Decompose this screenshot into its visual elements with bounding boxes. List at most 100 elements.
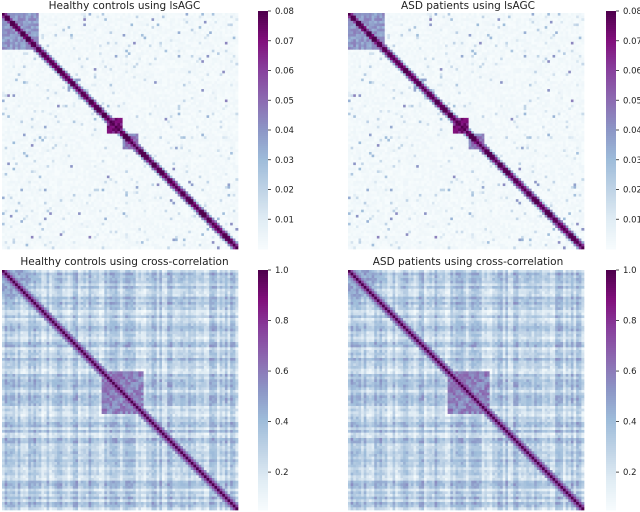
heatmap-cell bbox=[83, 58, 86, 61]
heatmap-cell bbox=[212, 55, 215, 58]
heatmap-cell bbox=[217, 71, 220, 74]
heatmap-cell bbox=[44, 21, 47, 24]
heatmap-cell bbox=[7, 60, 10, 63]
heatmap-cell bbox=[123, 58, 126, 61]
heatmap-cell bbox=[201, 23, 204, 26]
heatmap-cell bbox=[36, 31, 39, 34]
heatmap-cell bbox=[157, 44, 160, 47]
heatmap-cell bbox=[204, 97, 207, 100]
heatmap-cell bbox=[193, 16, 196, 19]
heatmap-cell bbox=[193, 81, 196, 84]
heatmap-cell bbox=[230, 52, 233, 55]
heatmap-cell bbox=[5, 26, 8, 29]
heatmap-cell bbox=[123, 123, 126, 126]
heatmap-cell bbox=[68, 73, 71, 76]
heatmap-cell bbox=[117, 97, 120, 100]
heatmap-cell bbox=[128, 76, 131, 79]
heatmap-cell bbox=[75, 113, 78, 116]
heatmap-cell bbox=[162, 60, 165, 63]
heatmap-cell bbox=[52, 29, 55, 32]
heatmap-cell bbox=[138, 115, 141, 118]
heatmap-cell bbox=[7, 94, 10, 97]
heatmap-cell bbox=[165, 110, 168, 113]
heatmap-cell bbox=[10, 18, 13, 21]
heatmap-cell bbox=[52, 115, 55, 118]
heatmap-cell bbox=[220, 60, 223, 63]
heatmap-cell bbox=[146, 107, 149, 110]
heatmap-cell bbox=[154, 47, 157, 50]
heatmap-cell bbox=[162, 29, 165, 32]
heatmap-cell bbox=[204, 107, 207, 110]
heatmap-cell bbox=[196, 42, 199, 45]
heatmap-cell bbox=[104, 123, 107, 126]
heatmap-cell bbox=[39, 89, 42, 92]
heatmap-cell bbox=[115, 73, 118, 76]
heatmap-cell bbox=[123, 107, 126, 110]
heatmap-cell bbox=[104, 110, 107, 113]
heatmap-cell bbox=[141, 65, 144, 68]
heatmap-cell bbox=[235, 94, 238, 97]
heatmap-cell bbox=[196, 44, 199, 47]
heatmap-cell bbox=[217, 16, 220, 19]
heatmap-cell bbox=[151, 89, 154, 92]
heatmap-cell bbox=[57, 21, 60, 24]
heatmap-cell bbox=[186, 86, 189, 89]
heatmap-cell bbox=[204, 121, 207, 124]
heatmap-cell bbox=[33, 81, 36, 84]
heatmap-cell bbox=[102, 16, 105, 19]
heatmap-cell bbox=[12, 60, 15, 63]
heatmap-cell bbox=[233, 31, 236, 34]
heatmap-cell bbox=[151, 97, 154, 100]
heatmap-cell bbox=[94, 76, 97, 79]
heatmap-cell bbox=[78, 37, 81, 40]
heatmap-cell bbox=[102, 18, 105, 21]
heatmap-cell bbox=[89, 97, 92, 100]
heatmap-cell bbox=[228, 58, 231, 61]
heatmap-cell bbox=[141, 105, 144, 108]
heatmap-cell bbox=[94, 47, 97, 50]
heatmap-cell bbox=[191, 34, 194, 37]
heatmap-cell bbox=[70, 55, 73, 58]
heatmap-cell bbox=[49, 97, 52, 100]
heatmap-cell bbox=[217, 50, 220, 53]
heatmap-cell bbox=[141, 123, 144, 126]
heatmap-cell bbox=[70, 68, 73, 71]
heatmap-cell bbox=[33, 58, 36, 61]
heatmap-cell bbox=[75, 39, 78, 42]
heatmap-cell bbox=[94, 115, 97, 118]
heatmap-cell bbox=[235, 76, 238, 79]
heatmap-cell bbox=[199, 52, 202, 55]
heatmap-cell bbox=[104, 89, 107, 92]
heatmap-cell bbox=[125, 81, 128, 84]
heatmap-cell bbox=[68, 50, 71, 53]
heatmap-cell bbox=[201, 79, 204, 82]
heatmap-cell bbox=[212, 123, 215, 126]
heatmap-cell bbox=[204, 58, 207, 61]
heatmap-cell bbox=[99, 115, 102, 118]
heatmap-cell bbox=[230, 47, 233, 50]
heatmap-cell bbox=[141, 115, 144, 118]
heatmap-cell bbox=[107, 65, 110, 68]
heatmap-cell bbox=[201, 107, 204, 110]
heatmap-cell bbox=[39, 23, 42, 26]
heatmap-cell bbox=[94, 100, 97, 103]
heatmap-cell bbox=[12, 131, 15, 134]
heatmap-cell bbox=[130, 73, 133, 76]
heatmap-cell bbox=[151, 105, 154, 108]
heatmap-cell bbox=[230, 65, 233, 68]
heatmap-cell bbox=[112, 118, 115, 121]
heatmap-cell bbox=[120, 42, 123, 45]
heatmap-cell bbox=[217, 102, 220, 105]
heatmap-cell bbox=[175, 55, 178, 58]
heatmap-cell bbox=[199, 94, 202, 97]
heatmap-cell bbox=[207, 18, 210, 21]
heatmap-cell bbox=[214, 21, 217, 24]
heatmap-cell bbox=[57, 121, 60, 124]
heatmap-cell bbox=[86, 44, 89, 47]
heatmap-cell bbox=[196, 86, 199, 89]
heatmap-cell bbox=[83, 55, 86, 58]
heatmap-cell bbox=[18, 81, 21, 84]
heatmap-cell bbox=[217, 13, 220, 16]
heatmap-cell bbox=[180, 105, 183, 108]
heatmap-cell bbox=[183, 16, 186, 19]
